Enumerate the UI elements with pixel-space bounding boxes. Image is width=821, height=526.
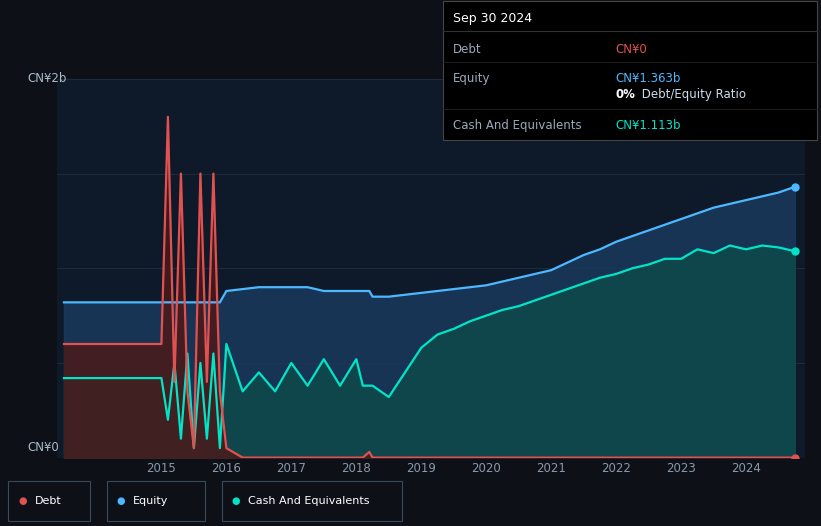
Text: Sep 30 2024: Sep 30 2024 (453, 12, 532, 25)
Text: ●: ● (117, 496, 125, 506)
Text: Debt: Debt (453, 43, 482, 56)
Text: Equity: Equity (453, 72, 491, 85)
Text: Equity: Equity (133, 496, 168, 506)
Text: CN¥1.363b: CN¥1.363b (616, 72, 681, 85)
Text: ●: ● (18, 496, 26, 506)
Text: Debt/Equity Ratio: Debt/Equity Ratio (638, 88, 746, 102)
Text: Cash And Equivalents: Cash And Equivalents (248, 496, 369, 506)
Text: 0%: 0% (616, 88, 635, 102)
Text: CN¥2b: CN¥2b (28, 73, 67, 85)
Text: CN¥1.113b: CN¥1.113b (616, 119, 681, 132)
Text: CN¥0: CN¥0 (28, 441, 59, 454)
Text: ●: ● (232, 496, 240, 506)
Text: Cash And Equivalents: Cash And Equivalents (453, 119, 582, 132)
Text: CN¥0: CN¥0 (616, 43, 648, 56)
Text: Debt: Debt (34, 496, 62, 506)
